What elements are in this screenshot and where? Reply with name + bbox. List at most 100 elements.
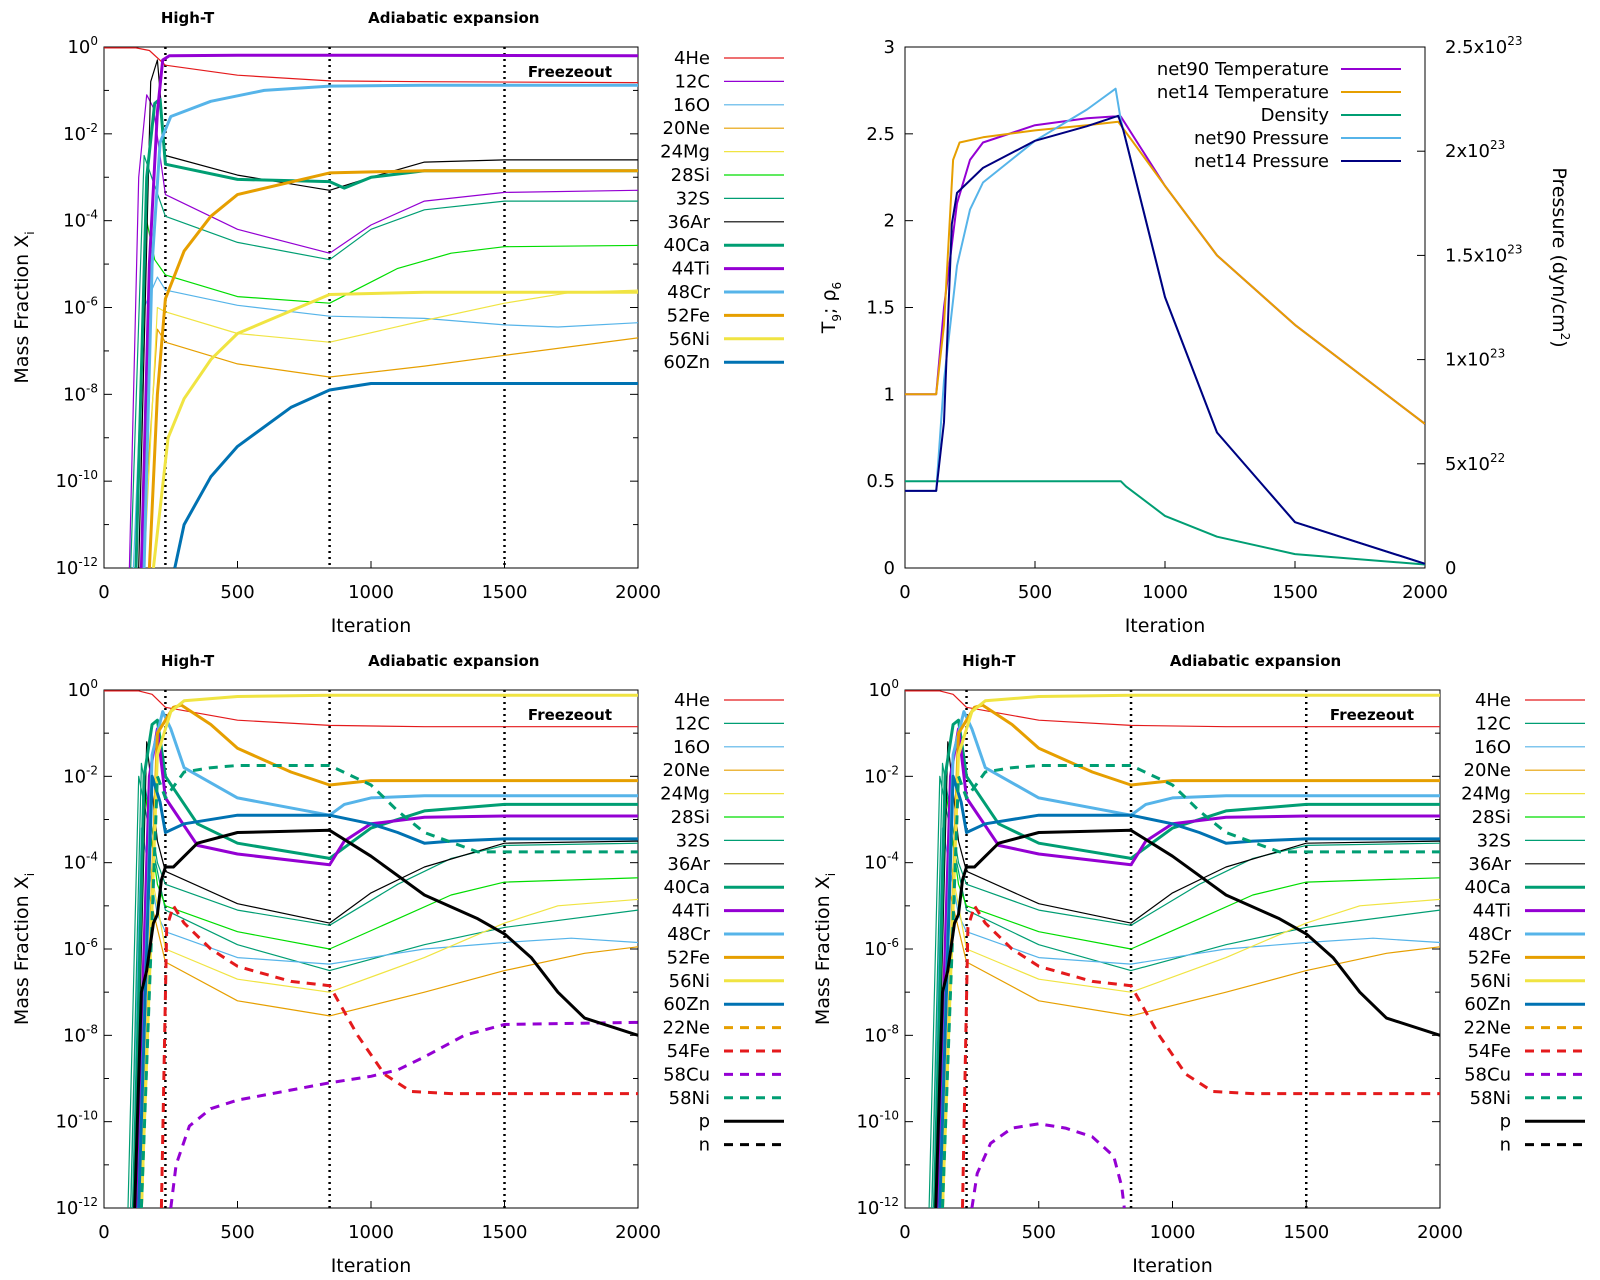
bottom-left-series-24Mg xyxy=(138,862,638,1208)
bottom-right-label-high-t: High-T xyxy=(962,652,1016,670)
bottom-left-legend-label: 54Fe xyxy=(667,1041,710,1062)
top-left-ytick-label: 10-10 xyxy=(55,468,98,492)
bottom-right-label-freezeout: Freezeout xyxy=(1330,706,1414,724)
bottom-right-x-axis-label: Iteration xyxy=(1132,1255,1213,1277)
bottom-right-series-54Fe xyxy=(961,904,1440,1208)
bottom-right-ytick-label: 100 xyxy=(868,677,899,701)
bottom-left-series-40Ca xyxy=(131,718,638,1208)
bottom-right-legend-label: 44Ti xyxy=(1473,901,1511,922)
bottom-left-y-axis-label: Mass Fraction Xi xyxy=(11,873,37,1025)
bottom-right-legend-label: p xyxy=(1500,1111,1511,1132)
bottom-left-ytick-label: 10-12 xyxy=(55,1195,98,1219)
bottom-right-legend-label: 16O xyxy=(1474,737,1511,758)
top-right-series-net14-Temperature xyxy=(905,120,1425,425)
bottom-left-xtick-label: 0 xyxy=(98,1222,109,1243)
top-left-xtick-label: 1000 xyxy=(348,582,394,603)
bottom-right-series-48Cr xyxy=(938,710,1440,1208)
top-left-label-freezeout: Freezeout xyxy=(528,63,612,81)
top-left-y-axis-label: Mass Fraction Xi xyxy=(11,231,37,383)
bottom-left-legend-label: 32S xyxy=(676,830,710,851)
bottom-left-legend-label: 16O xyxy=(673,737,710,758)
top-left-xtick-label: 2000 xyxy=(615,582,661,603)
top-left-xtick-label: 500 xyxy=(220,582,254,603)
top-left-legend-label: 56Ni xyxy=(669,329,710,350)
bottom-left-xtick-label: 1500 xyxy=(482,1222,528,1243)
bottom-right-series-32S xyxy=(931,762,1440,1208)
bottom-right-legend-label: 20Ne xyxy=(1464,760,1511,781)
top-left-series-36Ar xyxy=(138,59,638,568)
bottom-right-legend-label: 48Cr xyxy=(1468,924,1511,945)
bottom-left-series-p xyxy=(133,828,638,1208)
top-left-legend-label: 48Cr xyxy=(667,282,710,303)
bottom-right-legend-label: 36Ar xyxy=(1468,854,1511,875)
bottom-left-series-group xyxy=(104,690,638,1208)
top-right-y2tick-label: 0 xyxy=(1445,558,1456,579)
top-right-legend-label: net90 Temperature xyxy=(1157,59,1329,80)
bottom-right-series-20Ne xyxy=(936,883,1440,1208)
bottom-left-legend-label: 36Ar xyxy=(667,854,710,875)
top-right-x-axis-label: Iteration xyxy=(1125,615,1206,637)
bottom-left-series-20Ne xyxy=(135,883,638,1208)
top-left-series-44Ti xyxy=(139,53,638,568)
top-left-series-group xyxy=(104,47,638,568)
top-left-series-20Ne xyxy=(140,328,638,568)
bottom-right-ytick-label: 10-6 xyxy=(864,936,899,960)
top-left-label-adiabatic: Adiabatic expansion xyxy=(368,9,539,27)
bottom-left-legend-label: 4He xyxy=(674,690,710,711)
bottom-left-legend-label: 20Ne xyxy=(663,760,710,781)
bottom-right-xtick-label: 1000 xyxy=(1150,1222,1196,1243)
bottom-left-legend-label: 58Ni xyxy=(669,1088,710,1109)
top-left-series-28Si xyxy=(135,220,638,568)
bottom-right-legend-label: 12C xyxy=(1476,713,1511,734)
top-left-series-4He xyxy=(104,47,638,84)
top-right-series-group xyxy=(905,87,1425,566)
bottom-left-legend-label: 58Cu xyxy=(663,1064,710,1085)
bottom-left-series-36Ar xyxy=(134,741,638,1208)
bottom-left-series-48Cr xyxy=(137,710,638,1208)
top-left-xtick-label: 1500 xyxy=(482,582,528,603)
bottom-right-series-group xyxy=(905,690,1440,1208)
bottom-right-ytick-label: 10-8 xyxy=(864,1022,899,1046)
bottom-left-ytick-label: 10-8 xyxy=(63,1022,98,1046)
bottom-right-legend-label: 28Si xyxy=(1472,807,1511,828)
top-right-series-Density xyxy=(905,480,1425,566)
bottom-left-series-54Fe xyxy=(159,904,638,1208)
bottom-left-legend-label: p xyxy=(699,1111,710,1132)
bottom-right-xtick-label: 1500 xyxy=(1283,1222,1329,1243)
bottom-left-x-axis-label: Iteration xyxy=(331,1255,412,1277)
top-left-series-60Zn xyxy=(173,382,638,568)
bottom-left-ytick-label: 10-6 xyxy=(63,936,98,960)
bottom-right-series-60Zn xyxy=(938,774,1440,1208)
top-left-series-16O xyxy=(132,276,638,568)
top-left-series-12C xyxy=(128,94,638,568)
bottom-left-ytick-label: 10-4 xyxy=(63,850,98,874)
bottom-right-ytick-label: 10-4 xyxy=(864,850,899,874)
bottom-right-series-4He xyxy=(905,690,1440,728)
top-left-label-high-t: High-T xyxy=(161,9,215,27)
top-left-x-axis-label: Iteration xyxy=(331,615,412,637)
bottom-right-series-52Fe xyxy=(941,703,1440,1208)
bottom-right-panel: 0 500 1000 1500 2000 Iteration 10-12 10-10 10-8 1… xyxy=(812,652,1585,1277)
top-right-y2tick-label: 2x1023 xyxy=(1445,138,1505,162)
top-right-series-net14-Pressure xyxy=(905,114,1425,565)
bottom-left-xtick-label: 1000 xyxy=(348,1222,394,1243)
top-right-legend-label: Density xyxy=(1261,105,1330,126)
bottom-left-series-16O xyxy=(130,827,638,1208)
bottom-left-legend-label: 56Ni xyxy=(669,971,710,992)
bottom-left-series-60Zn xyxy=(137,774,638,1208)
top-right-ytick-label: 2 xyxy=(884,211,895,232)
bottom-left-legend-label: 22Ne xyxy=(663,1018,710,1039)
top-left-ytick-label: 10-12 xyxy=(55,555,98,579)
top-right-y-axis-label: T9; ρ6 xyxy=(818,282,844,334)
top-right-xtick-label: 0 xyxy=(899,582,910,603)
top-left-series-48Cr xyxy=(142,83,638,568)
top-right-plot-frame xyxy=(904,46,1426,569)
bottom-left-ytick-label: 10-10 xyxy=(55,1109,98,1133)
bottom-left-legend-label: 60Zn xyxy=(663,994,710,1015)
top-right-ytick-label: 3 xyxy=(884,37,895,58)
top-right-y2tick-label: 1x1023 xyxy=(1445,347,1505,371)
top-left-series-24Mg xyxy=(143,289,638,568)
top-left-legend-label: 32S xyxy=(676,188,710,209)
bottom-left-series-58Ni xyxy=(139,764,638,1208)
